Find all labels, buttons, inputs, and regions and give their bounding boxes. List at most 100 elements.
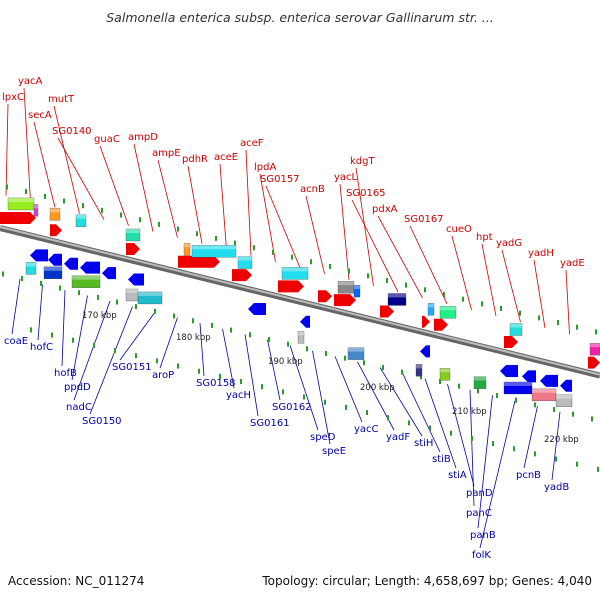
tick-bottom: [401, 369, 403, 375]
tick-top: [6, 184, 8, 190]
gene-label-top: ampE: [152, 148, 181, 159]
gene-label-bottom: SG0158: [196, 378, 236, 389]
gene-label-top: kdgT: [350, 156, 375, 167]
tick-bottom: [59, 285, 61, 291]
tick-bottom-outer: [303, 394, 305, 400]
gene-block-top: [353, 284, 361, 298]
gene-block-bottom: [137, 291, 163, 305]
leader-line-bottom: [551, 411, 561, 481]
scale-label: 180 kbp: [176, 333, 211, 343]
tick-top: [158, 221, 160, 227]
gene-block-top-shine: [8, 197, 34, 202]
gene-features: [0, 197, 600, 407]
tick-bottom-outer: [492, 441, 494, 447]
tick-bottom-outer: [51, 332, 53, 338]
gene-label-bottom: SG0151: [112, 362, 152, 373]
gene-block-top-shine: [428, 303, 434, 308]
leader-line-bottom: [159, 317, 178, 369]
tick-bottom: [382, 364, 384, 370]
gene-block-bottom: [439, 368, 451, 381]
tick-top: [519, 310, 521, 316]
leader-line-bottom: [222, 328, 235, 389]
tick-bottom: [268, 336, 270, 342]
gene-block-top-shine: [440, 306, 456, 311]
leader-line-bottom: [71, 295, 88, 381]
genome-backbone: [0, 225, 600, 379]
tick-top: [367, 273, 369, 279]
gene-label-bottom: stiB: [432, 454, 451, 465]
gene-block-top: [191, 245, 237, 258]
gene-block-bottom: [415, 364, 423, 377]
gene-block-top-shine: [126, 228, 140, 233]
tick-top: [139, 217, 141, 223]
gene-block-bottom-shine: [138, 291, 162, 296]
leader-line-top: [33, 121, 56, 208]
tick-bottom-outer: [408, 420, 410, 426]
gene-block-bottom: [503, 381, 533, 395]
forward-gene-arrow: [380, 305, 394, 318]
leader-line-bottom: [469, 389, 475, 507]
tick-bottom: [496, 393, 498, 399]
forward-gene-arrow: [232, 269, 252, 282]
scale-label: 200 kbp: [360, 383, 395, 393]
gene-label-bottom: panC: [466, 508, 492, 519]
gene-label-bottom: panD: [466, 488, 493, 499]
gene-block-top-shine: [590, 343, 600, 348]
gene-label-bottom: SG0161: [250, 418, 290, 429]
gene-label-bottom: SG0162: [272, 402, 312, 413]
gene-label-top: yadG: [496, 238, 522, 249]
tick-bottom: [21, 276, 23, 282]
gene-label-bottom: panB: [470, 530, 496, 541]
tick-bottom-outer: [177, 363, 179, 369]
gene-label-bottom: coaE: [4, 336, 28, 347]
tick-top: [424, 287, 426, 293]
tick-top: [500, 306, 502, 311]
gene-block-top-shine: [510, 323, 522, 328]
tick-bottom: [154, 308, 156, 314]
gene-label-bottom: yacH: [226, 390, 251, 401]
reverse-gene-arrow: [560, 379, 572, 392]
reverse-gene-arrow: [80, 261, 100, 274]
gene-label-top: SG0167: [404, 214, 444, 225]
tick-bottom-outer: [261, 384, 263, 390]
tick-bottom: [458, 383, 460, 389]
tick-top: [272, 249, 274, 255]
gene-label-bottom: pcnB: [516, 470, 541, 481]
gene-block-top: [49, 208, 61, 221]
genome-summary-text: Topology: circular; Length: 4,658,697 bp…: [261, 574, 592, 588]
forward-gene-arrow: [178, 255, 220, 268]
tick-bottom: [553, 407, 555, 413]
tick-bottom-outer: [240, 379, 242, 385]
gene-block-top-shine: [238, 256, 252, 261]
reverse-gene-arrow: [540, 374, 558, 387]
gene-block-top: [75, 214, 87, 227]
tick-bottom: [230, 327, 232, 333]
gene-block-top-shine: [50, 208, 60, 213]
gene-label-top: hpt: [476, 232, 493, 243]
gene-label-bottom: speD: [310, 432, 336, 443]
tick-bottom: [306, 346, 308, 352]
tick-bottom-outer: [576, 461, 578, 467]
tick-bottom: [249, 332, 251, 338]
tick-top: [120, 212, 122, 218]
tick-bottom: [515, 397, 517, 403]
gene-block-top: [427, 303, 435, 316]
tick-top: [253, 245, 255, 251]
gene-block-top: [387, 293, 407, 306]
tick-bottom: [116, 299, 118, 305]
gene-block-bottom-shine: [348, 347, 364, 352]
tick-top: [44, 193, 46, 199]
reverse-gene-arrow: [522, 370, 536, 383]
leader-line-top: [533, 259, 546, 329]
leader-line-bottom: [61, 289, 66, 367]
tick-bottom: [439, 378, 441, 384]
gene-label-top: lpxC: [2, 92, 24, 103]
gene-block-bottom-shine: [416, 364, 422, 369]
tick-bottom-outer: [156, 358, 158, 364]
forward-gene-arrow: [278, 280, 304, 293]
forward-gene-arrow: [504, 335, 518, 348]
gene-label-top: pdxA: [372, 204, 398, 215]
leader-line-top: [409, 225, 448, 305]
gene-label-top: cueO: [446, 224, 472, 235]
